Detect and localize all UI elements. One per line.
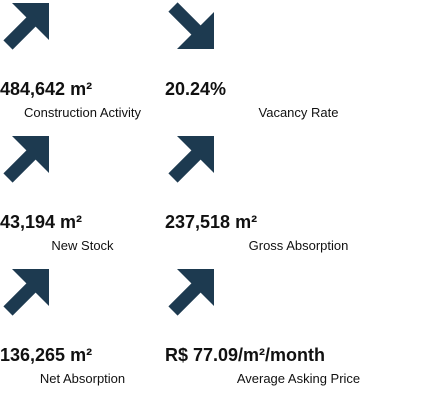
kpi-value: 484,642 m² xyxy=(0,79,93,99)
kpi-value: 43,194 m² xyxy=(0,212,83,232)
arrow-shaft xyxy=(3,278,41,316)
arrow-shaft xyxy=(168,2,206,40)
arrow-shape xyxy=(168,2,214,49)
kpi-label: Gross Absorption xyxy=(248,238,349,253)
trend-arrow xyxy=(168,136,214,183)
kpi-card: 237,518 m² Gross Absorption xyxy=(165,133,432,266)
kpi-label: New Stock xyxy=(51,238,114,253)
kpi-label: Average Asking Price xyxy=(236,371,361,386)
arrow-shape xyxy=(3,136,49,183)
trend-arrow xyxy=(3,136,49,183)
arrow-shape xyxy=(3,269,49,316)
trend-arrow xyxy=(3,3,49,50)
kpi-label: Vacancy Rate xyxy=(258,105,339,120)
kpi-label: Construction Activity xyxy=(23,105,142,120)
kpi-card: 484,642 m² Construction Activity xyxy=(0,0,165,133)
arrow-shape xyxy=(168,269,214,316)
arrow-shaft xyxy=(3,12,41,50)
arrow-shaft xyxy=(3,145,41,183)
kpi-label: Net Absorption xyxy=(39,371,126,386)
kpi-value: 136,265 m² xyxy=(0,345,93,365)
kpi-card: 43,194 m² New Stock xyxy=(0,133,165,266)
kpi-value: R$ 77.09/m²/month xyxy=(165,345,326,365)
arrow-shaft xyxy=(168,278,206,316)
arrow-shape xyxy=(3,3,49,50)
kpi-card: 20.24% Vacancy Rate xyxy=(165,0,432,133)
kpi-value: 237,518 m² xyxy=(165,212,258,232)
trend-arrow xyxy=(168,269,214,316)
trend-arrow xyxy=(3,269,49,316)
kpi-value: 20.24% xyxy=(165,79,227,99)
arrow-shaft xyxy=(168,145,206,183)
arrow-shape xyxy=(168,136,214,183)
kpi-card: 136,265 m² Net Absorption xyxy=(0,266,165,399)
trend-arrow xyxy=(168,2,214,49)
kpi-card: R$ 77.09/m²/month Average Asking Price xyxy=(165,266,432,399)
